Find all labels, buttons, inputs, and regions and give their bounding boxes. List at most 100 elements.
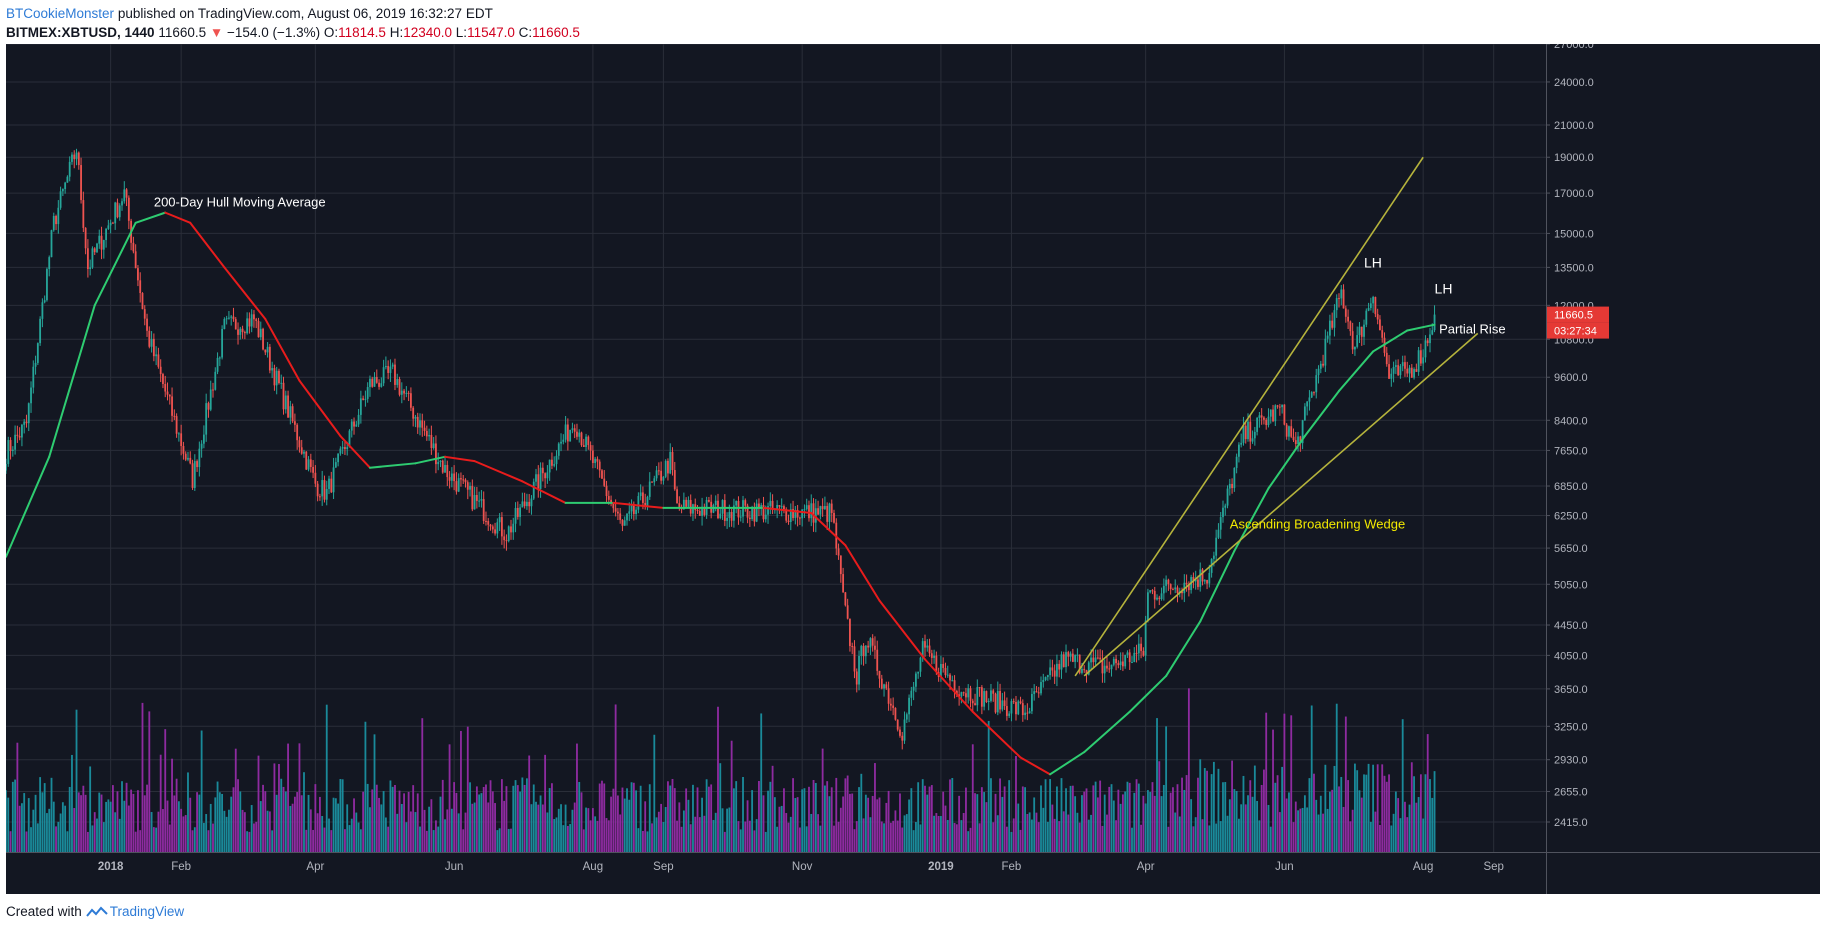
volume-bar <box>1165 726 1168 852</box>
volume-bar <box>746 800 749 852</box>
candle <box>362 395 365 401</box>
candle-body <box>1274 405 1277 422</box>
candle <box>64 181 67 194</box>
candle <box>1288 425 1290 441</box>
volume-bar <box>127 805 130 852</box>
volume-bar <box>758 780 760 852</box>
candle <box>717 493 719 520</box>
hull-ma-segment <box>844 544 881 602</box>
candle <box>548 459 551 481</box>
candle-body <box>682 499 685 510</box>
author-link[interactable]: BTCookieMonster <box>6 6 115 21</box>
candle-body <box>1328 320 1331 336</box>
candle <box>580 431 583 447</box>
volume-bar <box>1085 788 1088 852</box>
volume-bar <box>268 811 271 852</box>
volume-bar <box>130 789 133 852</box>
candle <box>105 227 107 248</box>
candle-body <box>134 251 137 269</box>
candle <box>621 519 624 532</box>
candle <box>1281 404 1284 414</box>
candle-body <box>651 481 653 483</box>
volume-bar <box>14 779 17 852</box>
volume-bar <box>764 831 767 852</box>
candle-body <box>1297 436 1299 445</box>
candle <box>1253 426 1256 446</box>
candle <box>319 493 321 501</box>
volume-bar <box>152 827 155 852</box>
candle-body <box>86 248 89 269</box>
volume-bar <box>1008 780 1011 852</box>
candle <box>193 454 196 491</box>
volume-bar <box>1390 825 1393 852</box>
candle <box>883 683 885 697</box>
wedge-trendline[interactable] <box>1074 156 1424 677</box>
candle-body <box>150 338 153 347</box>
candle <box>439 460 442 468</box>
candle <box>1308 390 1311 411</box>
candle <box>1258 412 1261 428</box>
candle <box>330 471 333 494</box>
volume-bar <box>1363 774 1365 852</box>
volume-bar <box>958 795 961 852</box>
volume-bar <box>883 823 885 852</box>
candle <box>1265 417 1268 430</box>
candle <box>1021 699 1024 722</box>
tradingview-link[interactable]: TradingView <box>109 904 185 919</box>
wedge-trendline[interactable] <box>1083 332 1479 677</box>
candle <box>246 312 249 335</box>
volume-bar <box>1069 785 1072 852</box>
candle-body <box>359 398 362 415</box>
candle <box>1333 304 1336 337</box>
volume-bar <box>783 788 785 852</box>
volume-bar <box>1242 775 1245 852</box>
volume-bar <box>603 783 606 852</box>
volume-bar <box>664 807 667 852</box>
candle <box>1151 589 1154 595</box>
volume-bar <box>403 793 405 852</box>
volume-bar <box>1019 829 1022 852</box>
candle <box>1181 587 1183 600</box>
candle-body <box>132 242 135 252</box>
volume-bar <box>27 798 30 852</box>
candle-body <box>475 495 478 501</box>
annotation-label: LH <box>1435 280 1453 296</box>
candle <box>296 423 299 450</box>
volume-bar <box>1367 763 1370 852</box>
candle-body <box>632 505 635 515</box>
volume-bar <box>1021 786 1024 852</box>
candle-body <box>930 653 933 658</box>
time-tick-label: Nov <box>792 861 813 873</box>
candle <box>369 375 371 397</box>
candle-body <box>1276 405 1279 407</box>
candle-body <box>314 472 317 484</box>
candle-body <box>1217 529 1220 538</box>
volume-bar <box>71 754 73 852</box>
candle <box>1406 361 1409 378</box>
candle <box>214 367 217 391</box>
candle <box>719 507 722 520</box>
candle <box>485 511 487 526</box>
candle-body <box>498 517 501 523</box>
candle <box>780 498 783 517</box>
candle-body <box>102 240 105 250</box>
candle <box>325 480 328 506</box>
candle-body <box>908 697 910 715</box>
candle-body <box>1026 712 1029 714</box>
candle <box>1206 579 1208 590</box>
candle-body <box>760 505 763 509</box>
volume-bar <box>1215 823 1218 852</box>
candle <box>867 640 870 653</box>
candle-body <box>189 457 192 464</box>
volume-bar <box>994 793 997 852</box>
candle-body <box>1081 668 1083 673</box>
volume-bar <box>159 754 162 852</box>
volume-bar <box>64 805 67 852</box>
candle <box>1294 432 1297 449</box>
candle-body <box>1379 319 1381 331</box>
volume-bar <box>1285 798 1288 852</box>
candle <box>1285 422 1288 440</box>
volume-bar <box>1046 821 1049 852</box>
candle-body <box>598 461 601 471</box>
